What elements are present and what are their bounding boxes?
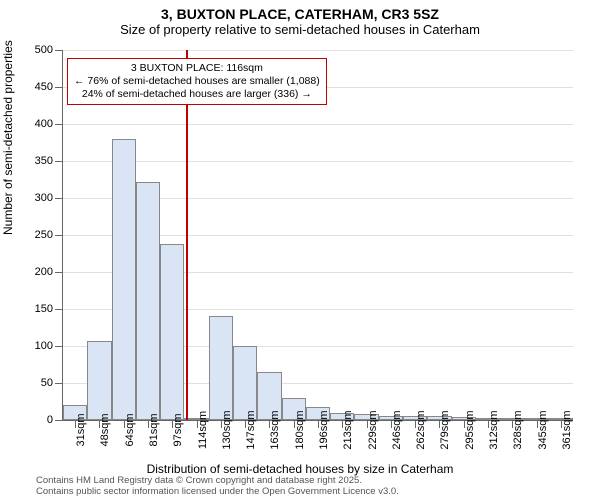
- x-tick-label: 114sqm: [197, 411, 209, 449]
- x-tick-label: 81sqm: [148, 413, 160, 446]
- x-tick-label: 295sqm: [464, 410, 476, 449]
- footer-line-2: Contains public sector information licen…: [36, 487, 399, 498]
- y-tick: [55, 235, 63, 236]
- plot-area: 05010015020025030035040045050031sqm48sqm…: [62, 50, 573, 421]
- y-tick: [55, 198, 63, 199]
- x-tick-label: 361sqm: [561, 410, 573, 449]
- grid-line: [63, 124, 573, 125]
- y-tick: [55, 272, 63, 273]
- x-tick-label: 147sqm: [245, 410, 257, 449]
- y-tick-label: 0: [47, 414, 53, 426]
- x-tick-label: 246sqm: [391, 410, 403, 449]
- x-tick-label: 180sqm: [294, 410, 306, 449]
- y-tick-label: 250: [35, 229, 53, 241]
- y-tick: [55, 50, 63, 51]
- x-tick-label: 229sqm: [367, 410, 379, 449]
- x-tick-label: 64sqm: [124, 413, 136, 446]
- histogram-bar: [87, 341, 111, 420]
- y-tick-label: 450: [35, 81, 53, 93]
- y-axis-label: Number of semi-detached properties: [1, 40, 15, 235]
- histogram-bar: [112, 139, 136, 420]
- y-tick: [55, 309, 63, 310]
- y-tick-label: 400: [35, 118, 53, 130]
- histogram-bar: [160, 244, 184, 420]
- y-tick-label: 150: [35, 303, 53, 315]
- chart-subtitle: Size of property relative to semi-detach…: [0, 22, 600, 41]
- x-tick-label: 48sqm: [99, 413, 111, 446]
- x-tick-label: 345sqm: [537, 410, 549, 449]
- y-tick-label: 100: [35, 340, 53, 352]
- chart-container: 3, BUXTON PLACE, CATERHAM, CR3 5SZ Size …: [0, 0, 600, 500]
- y-tick-label: 350: [35, 155, 53, 167]
- x-tick-label: 279sqm: [439, 410, 451, 449]
- y-tick: [55, 124, 63, 125]
- y-tick: [55, 420, 63, 421]
- x-tick-label: 130sqm: [221, 410, 233, 449]
- reference-line: [186, 50, 188, 420]
- grid-line: [63, 50, 573, 51]
- chart-title: 3, BUXTON PLACE, CATERHAM, CR3 5SZ: [0, 0, 600, 22]
- annotation-box: 3 BUXTON PLACE: 116sqm← 76% of semi-deta…: [67, 58, 327, 105]
- x-axis-label: Distribution of semi-detached houses by …: [0, 462, 600, 476]
- y-tick: [55, 161, 63, 162]
- grid-line: [63, 161, 573, 162]
- y-tick-label: 50: [41, 377, 53, 389]
- x-tick-label: 97sqm: [172, 413, 184, 446]
- x-tick-label: 213sqm: [342, 410, 354, 449]
- x-tick-label: 328sqm: [512, 410, 524, 449]
- x-tick-label: 163sqm: [269, 410, 281, 449]
- histogram-bar: [233, 346, 257, 420]
- annotation-line-2: ← 76% of semi-detached houses are smalle…: [74, 75, 320, 88]
- x-tick-label: 196sqm: [318, 410, 330, 449]
- y-tick-label: 300: [35, 192, 53, 204]
- x-tick-label: 262sqm: [415, 410, 427, 449]
- annotation-line-1: 3 BUXTON PLACE: 116sqm: [74, 62, 320, 75]
- footer-attribution: Contains HM Land Registry data © Crown c…: [36, 476, 399, 498]
- y-tick-label: 200: [35, 266, 53, 278]
- y-tick: [55, 383, 63, 384]
- y-tick: [55, 346, 63, 347]
- x-tick-label: 31sqm: [75, 413, 87, 446]
- y-tick: [55, 87, 63, 88]
- histogram-bar: [209, 316, 233, 420]
- y-tick-label: 500: [35, 44, 53, 56]
- histogram-bar: [136, 182, 160, 420]
- annotation-line-3: 24% of semi-detached houses are larger (…: [74, 88, 320, 101]
- x-tick-label: 312sqm: [488, 410, 500, 449]
